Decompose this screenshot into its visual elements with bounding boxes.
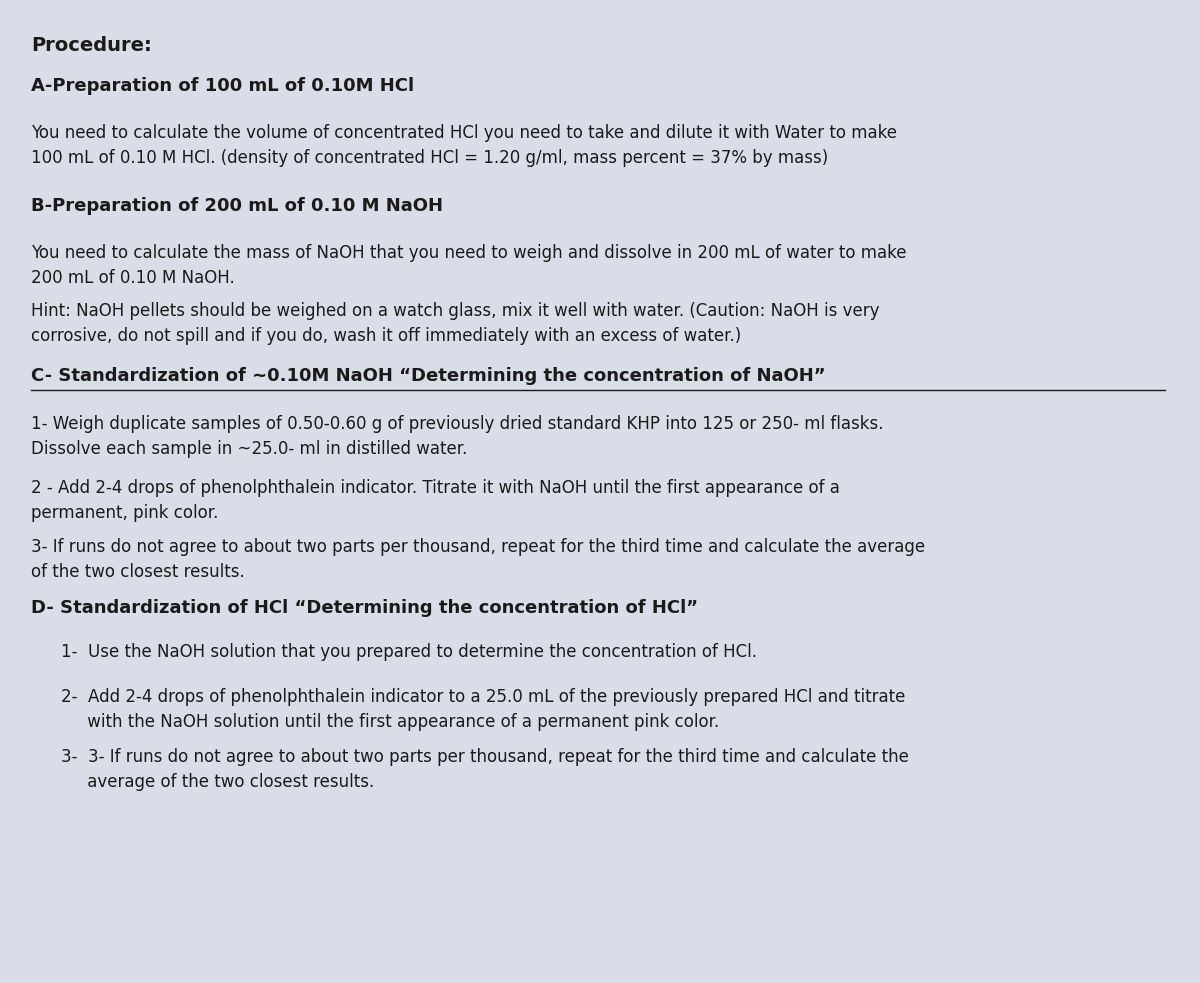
Text: Procedure:: Procedure: [31, 35, 152, 55]
Text: You need to calculate the volume of concentrated HCl you need to take and dilute: You need to calculate the volume of conc… [31, 124, 898, 167]
Text: A-Preparation of 100 mL of 0.10M HCl: A-Preparation of 100 mL of 0.10M HCl [31, 77, 414, 95]
Text: 2-  Add 2-4 drops of phenolphthalein indicator to a 25.0 mL of the previously pr: 2- Add 2-4 drops of phenolphthalein indi… [61, 687, 906, 730]
Text: 1- Weigh duplicate samples of 0.50-0.60 g of previously dried standard KHP into : 1- Weigh duplicate samples of 0.50-0.60 … [31, 415, 884, 458]
Text: C- Standardization of ~0.10M NaOH “Determining the concentration of NaOH”: C- Standardization of ~0.10M NaOH “Deter… [31, 367, 826, 385]
Text: Hint: NaOH pellets should be weighed on a watch glass, mix it well with water. (: Hint: NaOH pellets should be weighed on … [31, 303, 880, 345]
Text: 2 - Add 2-4 drops of phenolphthalein indicator. Titrate it with NaOH until the f: 2 - Add 2-4 drops of phenolphthalein ind… [31, 479, 840, 522]
Text: 1-  Use the NaOH solution that you prepared to determine the concentration of HC: 1- Use the NaOH solution that you prepar… [61, 644, 757, 662]
Text: B-Preparation of 200 mL of 0.10 M NaOH: B-Preparation of 200 mL of 0.10 M NaOH [31, 198, 443, 215]
Text: You need to calculate the mass of NaOH that you need to weigh and dissolve in 20: You need to calculate the mass of NaOH t… [31, 244, 907, 286]
Text: D- Standardization of HCl “Determining the concentration of HCl”: D- Standardization of HCl “Determining t… [31, 600, 698, 617]
Text: 3-  3- If runs do not agree to about two parts per thousand, repeat for the thir: 3- 3- If runs do not agree to about two … [61, 748, 910, 791]
Text: 3- If runs do not agree to about two parts per thousand, repeat for the third ti: 3- If runs do not agree to about two par… [31, 538, 925, 581]
